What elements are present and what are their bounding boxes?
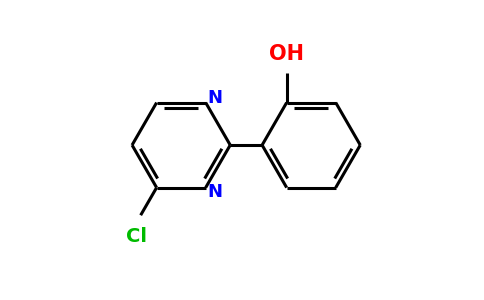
Text: OH: OH (269, 44, 304, 64)
Text: Cl: Cl (126, 227, 147, 247)
Text: N: N (207, 184, 222, 202)
Text: N: N (207, 89, 222, 107)
